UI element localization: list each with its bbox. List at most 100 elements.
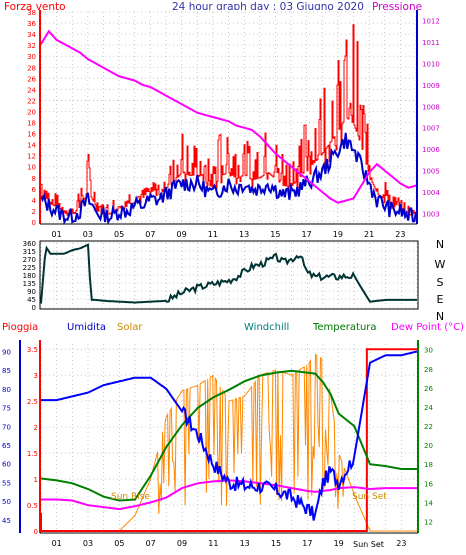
wind-x-tick: 17 [302,230,312,239]
wind-x-tick: 15 [270,230,280,239]
wind-direction-series [40,243,417,304]
legend-rain: Pioggia [2,322,38,333]
direction-y-tick: 180 [23,272,36,280]
wind-y-tick: 2 [32,208,36,216]
wind-y-tick: 34 [27,31,36,39]
weather-panel-grid [40,344,418,532]
weather-x-tick: 17 [302,539,312,548]
direction-panel-frame [39,240,419,310]
weather-x-tick: 01 [52,539,62,548]
weather-x-tick: 05 [114,539,124,548]
humidity-y-tick: 70 [2,423,11,431]
rain-y-tick: 1 [34,476,38,484]
wind-y-tick: 26 [27,75,36,83]
weather-x-tick: 15 [271,539,281,548]
humidity-y-tick: 60 [2,461,11,469]
rain-y-tick: 0.5 [27,502,38,510]
pressure-y-tick: 1006 [422,146,440,154]
weather-x-labels: 01 03 05 07 09 11 13 15 17 19 23 [52,539,407,548]
rain-y-tick: 3.5 [27,346,38,354]
pressure-y-tick: 1003 [422,210,440,218]
rain-y-labels: 0 0.5 1 1.5 2 2.5 3 3.5 [27,346,38,536]
direction-y-tick: 45 [27,296,36,304]
temperature-y-tick: 14 [424,499,433,507]
direction-y-tick: 0 [32,304,36,312]
temperature-y-tick: 28 [424,366,433,374]
compass-letter-n: N [436,238,444,251]
wind-panel-marks [40,24,417,226]
weather-x-tick: 09 [177,539,187,548]
wind-x-tick: 05 [114,230,124,239]
wind-x-tick: 07 [145,230,155,239]
pressure-y-tick: 1010 [422,60,440,68]
weather-x-tick: 07 [146,539,156,548]
direction-y-tick: 270 [23,256,36,264]
direction-y-tick: 225 [23,264,36,272]
temperature-y-tick: 26 [424,385,433,393]
wind-y-tick: 4 [32,197,37,205]
wind-y-tick: 8 [32,175,36,183]
humidity-y-tick: 50 [2,498,11,506]
wind-x-tick: 03 [83,230,93,239]
wind-y-tick: 6 [32,186,37,194]
rain-y-tick: 1.5 [27,450,38,458]
pressure-y-labels: 1003 1004 1005 1006 1007 1008 1009 1010 1011 1012 [422,18,440,219]
pressure-y-tick: 1008 [422,103,440,111]
wind-y-tick: 14 [27,142,36,150]
wind-x-tick: 13 [239,230,249,239]
temperature-y-labels: 12 14 16 18 20 22 24 26 28 30 [424,347,433,527]
direction-y-tick: 315 [23,248,36,256]
compass-letter-n: N [436,310,444,323]
temperature-y-tick: 20 [424,442,433,450]
wind-x-tick: 21 [364,230,374,239]
wind-x-tick: 09 [177,230,187,239]
temperature-y-tick: 12 [424,518,433,526]
wind-y-tick: 18 [27,120,36,128]
pressure-y-tick: 1012 [422,18,440,26]
pressure-y-tick: 1009 [422,82,440,90]
rain-y-tick: 2 [34,424,38,432]
pressure-y-tick: 1007 [422,125,440,133]
weather-x-tick: 11 [208,539,218,548]
wind-y-tick: 38 [27,9,36,17]
wind-y-tick: 28 [27,64,36,72]
legend-solar: Solar [117,322,143,333]
legend-humidity: Umidita [67,322,106,333]
humidity-y-tick: 75 [2,405,11,413]
humidity-y-tick: 45 [2,517,11,525]
humidity-y-tick: 65 [2,442,11,450]
wind-y-tick: 12 [27,153,36,161]
weather-x-tick: 13 [240,539,250,548]
direction-y-tick: 135 [23,280,36,288]
weather-x-tick: 19 [334,539,344,548]
wind-average-series [40,132,417,226]
direction-panel-marks [40,243,417,304]
compass-letter-s: S [437,276,444,289]
temperature-y-tick: 30 [424,347,433,355]
dewpoint-series [41,479,417,511]
rain-y-tick: 2.5 [27,398,38,406]
compass-letter-e: E [437,293,444,306]
legend-windchill: Windchill [244,322,289,333]
wind-x-tick: 01 [52,230,62,239]
temperature-series [40,369,417,502]
direction-y-tick: 90 [27,288,36,296]
temperature-y-tick: 18 [424,461,433,469]
wind-y-tick: 24 [27,86,36,94]
wind-y-tick: 30 [27,53,36,61]
humidity-series [41,350,418,521]
wind-y-tick: 36 [27,20,36,28]
wind-y-tick: 10 [27,164,36,172]
compass-letter-w: W [435,258,446,271]
pressure-y-tick: 1005 [422,168,440,176]
temperature-y-tick: 24 [424,404,433,412]
rain-y-tick: 0 [34,528,38,536]
direction-y-tick: 360 [23,240,36,248]
wind-x-tick: 19 [333,230,343,239]
weather-x-tick: 03 [83,539,93,548]
